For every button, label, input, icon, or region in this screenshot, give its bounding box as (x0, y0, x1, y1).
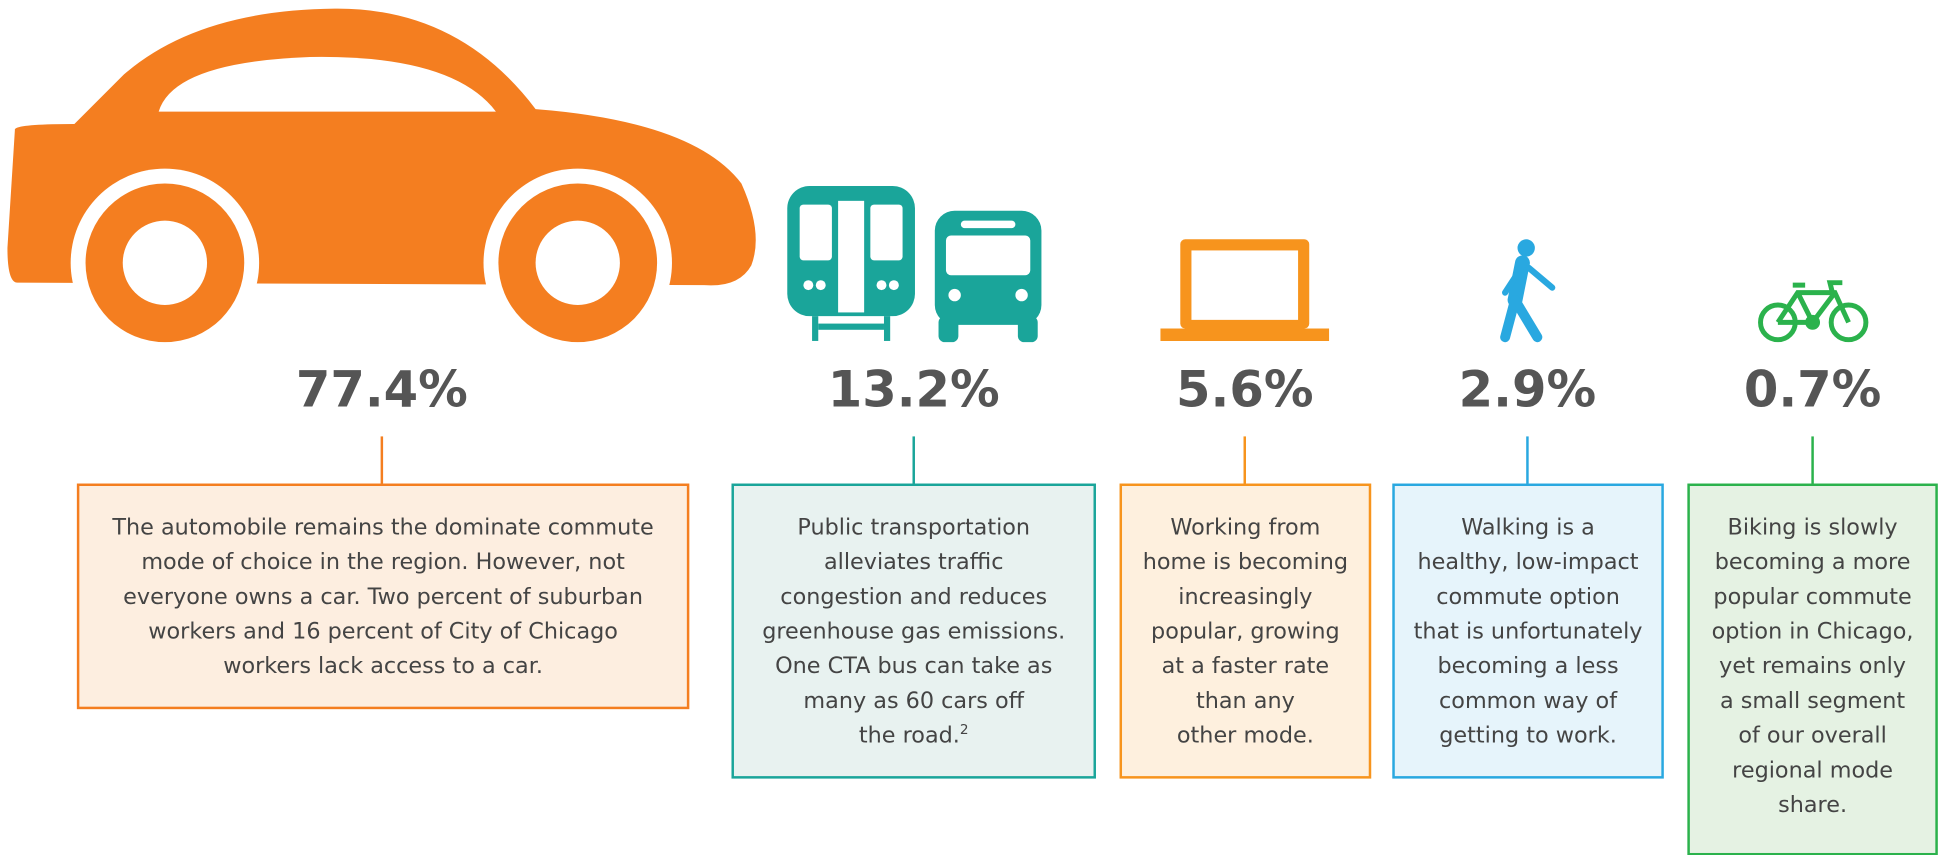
description-line: becoming a less (1437, 653, 1619, 680)
description-line: One CTA bus can take as (775, 653, 1053, 680)
description-box: The automobile remains the dominate comm… (76, 483, 690, 710)
description-line: a small segment (1719, 688, 1906, 715)
description-line: common way of (1439, 688, 1618, 715)
description-line: than any (1195, 688, 1295, 715)
connector (1243, 436, 1246, 484)
description-line: getting to work. (1439, 722, 1617, 749)
description-box: Biking is slowly becoming a more popular c… (1687, 483, 1938, 855)
description-line: increasingly (1178, 583, 1313, 610)
walker-icon (1500, 239, 1556, 343)
description-line: popular, growing (1151, 618, 1340, 645)
description-box: Working from home is becoming increasingly… (1119, 483, 1372, 779)
description-line: mode of choice in the region. However, n… (141, 549, 625, 576)
description-line: congestion and reduces (780, 583, 1048, 610)
description-line: the road.2 (858, 721, 969, 749)
description-line: of our overall (1738, 722, 1887, 749)
description-line: Public transportation (797, 514, 1031, 541)
percent: 13.2% (827, 362, 1000, 420)
description-line: becoming a more (1714, 549, 1911, 576)
description-line: Biking is slowly (1727, 514, 1898, 541)
description-line: at a faster rate (1161, 653, 1330, 680)
description-box: Walking is a healthy, low-impact commute o… (1392, 483, 1664, 779)
percent: 2.9% (1458, 362, 1597, 420)
description-line: regional mode (1732, 757, 1894, 784)
description-line: popular commute (1713, 583, 1912, 610)
description-line: alleviates traffic (823, 549, 1004, 576)
description-line: other mode. (1176, 722, 1314, 749)
percent: 0.7% (1743, 362, 1882, 420)
description-line: commute option (1436, 583, 1620, 610)
description-line: everyone owns a car. Two percent of subu… (123, 583, 644, 610)
description-line: workers and 16 percent of City of Chicag… (148, 618, 618, 645)
percent: 77.4% (295, 362, 468, 420)
connector (380, 436, 384, 484)
description-line: Working from (1170, 514, 1321, 541)
percent: 5.6% (1175, 362, 1314, 420)
bike-icon (1758, 280, 1869, 343)
description-line: that is unfortunately (1413, 618, 1643, 645)
connector (912, 436, 915, 484)
description-line: workers lack access to a car. (223, 653, 543, 680)
transit-icon (787, 185, 1042, 343)
description-line: greenhouse gas emissions. (762, 618, 1066, 645)
laptop-icon (1160, 239, 1330, 341)
description-line: The automobile remains the dominate comm… (112, 514, 654, 541)
description-line: share. (1778, 792, 1848, 819)
description-line: Walking is a (1461, 514, 1595, 541)
description-line: healthy, low-impact (1417, 549, 1639, 576)
description-line: many as 60 cars off (803, 688, 1025, 715)
description-box: Public transportation alleviates traffic c… (731, 483, 1096, 779)
footnote-ref: 2 (959, 721, 969, 738)
description-line: home is becoming (1142, 549, 1349, 576)
connector (1811, 436, 1814, 484)
connector (1526, 436, 1529, 484)
car-icon (7, 8, 756, 358)
description-line: yet remains only (1719, 653, 1907, 680)
description-line: option in Chicago, (1711, 618, 1914, 645)
